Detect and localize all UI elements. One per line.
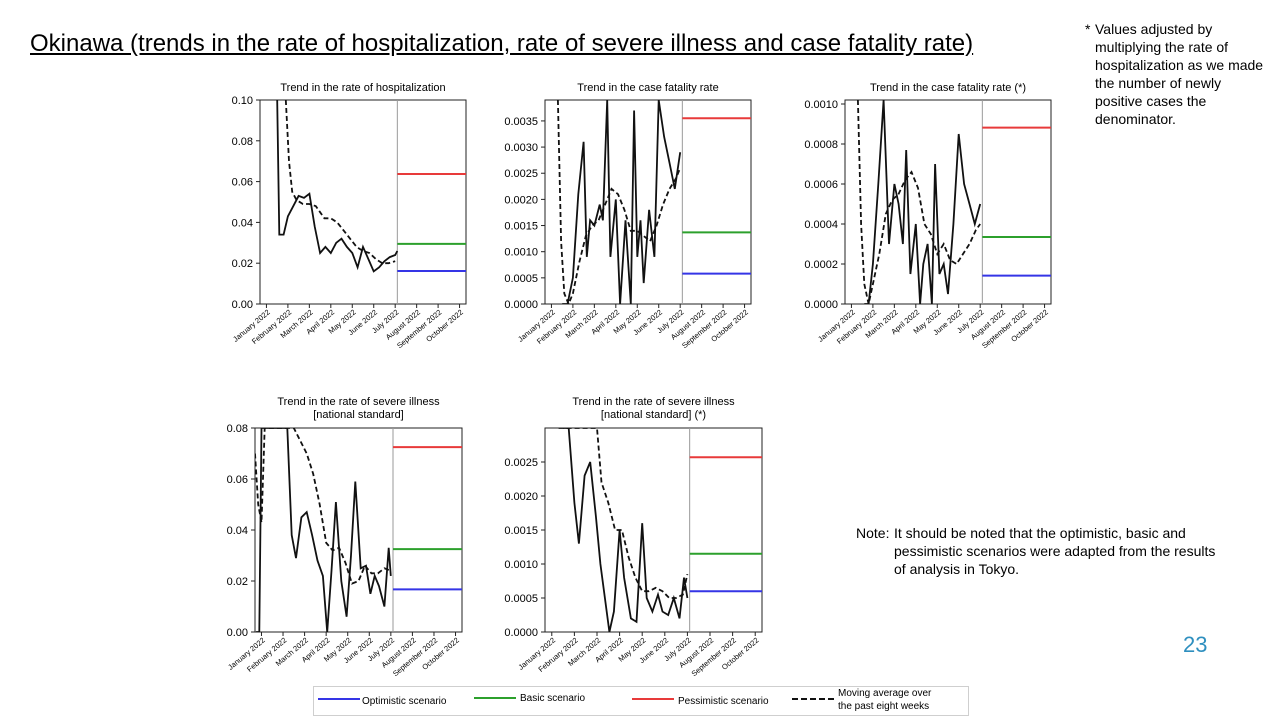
y-tick-label: 0.02 xyxy=(227,576,248,588)
y-tick-label: 0.0000 xyxy=(504,299,538,311)
y-tick-label: 0.04 xyxy=(227,525,248,537)
chart-title-line: Trend in the case fatality rate xyxy=(577,82,718,94)
y-tick-label: 0.0020 xyxy=(504,491,538,503)
y-tick-label: 0.0008 xyxy=(804,139,838,151)
legend-label-optimistic: Optimistic scenario xyxy=(362,696,447,707)
observed-series-line xyxy=(256,428,392,632)
y-tick-label: 0.06 xyxy=(227,474,248,486)
note-lead: Note: xyxy=(856,525,890,541)
y-tick-label: 0.0005 xyxy=(504,273,538,285)
y-tick-label: 0.0025 xyxy=(504,168,538,180)
y-tick-label: 0.0030 xyxy=(504,142,538,154)
y-tick-label: 0.0005 xyxy=(504,593,538,605)
observed-series-line xyxy=(276,100,399,273)
legend-item-basic: Basic scenario xyxy=(474,687,614,715)
y-tick-label: 0.0025 xyxy=(504,457,538,469)
y-tick-label: 0.0015 xyxy=(504,525,538,537)
y-tick-label: 0.0000 xyxy=(504,627,538,639)
legend-item-pessimistic: Pessimistic scenario xyxy=(632,687,792,715)
y-tick-label: 0.0015 xyxy=(504,221,538,233)
y-tick-label: 0.08 xyxy=(227,423,248,435)
observed-series-line xyxy=(864,100,982,304)
chart-title-line: Trend in the rate of hospitalization xyxy=(280,82,445,94)
scenario-note: Note: It should be noted that the optimi… xyxy=(856,524,1216,578)
observed-series-line xyxy=(563,428,689,632)
slide-title: Okinawa (trends in the rate of hospitali… xyxy=(30,30,974,57)
legend-label-basic: Basic scenario xyxy=(520,693,586,704)
y-tick-label: 0.0035 xyxy=(504,116,538,128)
y-tick-label: 0.0004 xyxy=(804,219,838,231)
y-tick-label: 0.06 xyxy=(232,177,253,189)
y-tick-label: 0.04 xyxy=(232,217,253,229)
y-tick-label: 0.00 xyxy=(227,627,248,639)
y-tick-label: 0.0000 xyxy=(804,299,838,311)
chart-legend: Optimistic scenario Basic scenario Pessi… xyxy=(313,686,969,716)
chart-title-line: Trend in the rate of severe illness xyxy=(277,396,440,408)
legend-swatch-pessimistic xyxy=(632,698,674,700)
y-tick-label: 0.0020 xyxy=(504,194,538,206)
legend-item-optimistic: Optimistic scenario xyxy=(318,687,478,715)
moving-average-line xyxy=(557,100,682,304)
y-tick-label: 0.02 xyxy=(232,258,253,270)
chart-title-line: Trend in the rate of severe illness xyxy=(572,396,735,408)
y-tick-label: 0.0006 xyxy=(804,179,838,191)
legend-swatch-optimistic xyxy=(318,698,360,700)
chart-title-line: Trend in the case fatality rate (*) xyxy=(870,82,1026,94)
chart-case-fatality-rate-adjusted: Trend in the case fatality rate (*) 0.000… xyxy=(804,82,1052,350)
y-tick-label: 0.0010 xyxy=(504,559,538,571)
footnote-asterisk: * xyxy=(1085,21,1091,37)
chart-title-line: [national standard] (*) xyxy=(601,409,706,421)
legend-label-moving-average-1: Moving average over xyxy=(838,688,932,699)
plot-frame xyxy=(544,99,752,305)
moving-average-line xyxy=(857,100,981,304)
y-tick-label: 0.10 xyxy=(232,95,253,107)
note-line-1: It should be noted that the optimistic, … xyxy=(894,525,1186,541)
y-tick-label: 0.0010 xyxy=(504,247,538,259)
plot-frame xyxy=(844,99,1052,305)
chart-case-fatality-rate: Trend in the case fatality rate 0.0000 0.0… xyxy=(504,82,752,350)
observed-series-line xyxy=(562,100,682,304)
moving-average-line xyxy=(255,428,392,585)
chart-severe-illness-rate: Trend in the rate of severe illness[nati… xyxy=(226,396,463,678)
plot-frame xyxy=(259,99,467,305)
y-tick-label: 0.08 xyxy=(232,136,253,148)
y-tick-label: 0.0010 xyxy=(804,99,838,111)
chart-hospitalization-rate: Trend in the rate of hospitalization 0.00… xyxy=(231,82,467,350)
chart-severe-illness-rate-adjusted: Trend in the rate of severe illness[nati… xyxy=(504,396,763,678)
legend-swatch-moving-average xyxy=(792,698,834,700)
legend-label-pessimistic: Pessimistic scenario xyxy=(678,696,769,707)
plot-frame xyxy=(544,427,763,633)
adjustment-footnote: * Values adjusted by multiplying the rat… xyxy=(1085,20,1270,128)
page-number: 23 xyxy=(1183,632,1208,657)
note-line-2: pessimistic scenarios were adapted from … xyxy=(894,543,1216,577)
moving-average-line xyxy=(558,428,689,599)
chart-title-line: [national standard] xyxy=(313,409,404,421)
legend-item-moving-average: Moving average over the past eight weeks xyxy=(792,687,962,715)
footnote-text: Values adjusted by multiplying the rate … xyxy=(1095,21,1264,127)
legend-label-moving-average-2: the past eight weeks xyxy=(838,701,930,712)
legend-swatch-basic xyxy=(474,697,516,699)
y-tick-label: 0.0002 xyxy=(804,259,838,271)
y-tick-label: 0.00 xyxy=(232,299,253,311)
